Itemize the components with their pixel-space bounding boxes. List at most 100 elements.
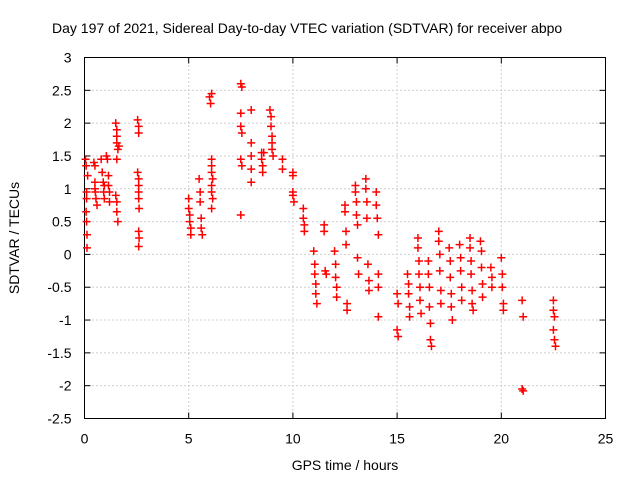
data-point xyxy=(267,122,276,131)
data-point xyxy=(456,266,465,275)
data-point xyxy=(435,250,444,259)
data-point xyxy=(83,230,92,239)
data-point xyxy=(404,279,413,288)
data-point xyxy=(310,270,319,279)
data-point xyxy=(436,299,445,308)
data-point xyxy=(486,263,495,272)
data-point xyxy=(289,197,298,206)
data-point xyxy=(104,181,113,190)
data-point xyxy=(236,122,245,131)
data-point xyxy=(267,112,276,121)
data-point xyxy=(134,242,143,251)
data-point xyxy=(498,270,507,279)
data-point xyxy=(312,299,321,308)
data-point xyxy=(133,115,142,124)
data-point xyxy=(207,89,216,98)
data-point xyxy=(247,178,256,187)
data-point xyxy=(467,256,476,265)
data-point xyxy=(448,316,457,325)
data-point xyxy=(265,106,274,115)
data-point xyxy=(268,145,277,154)
data-point xyxy=(299,214,308,223)
data-point xyxy=(300,227,309,236)
data-point xyxy=(468,286,477,295)
data-point xyxy=(446,256,455,265)
data-point xyxy=(374,312,383,321)
data-point xyxy=(103,155,112,164)
data-point xyxy=(405,312,414,321)
y-tick-label: 0 xyxy=(64,246,72,262)
data-point xyxy=(186,230,195,239)
data-point xyxy=(288,171,297,180)
data-point xyxy=(447,289,456,298)
y-tick-label: 2 xyxy=(64,115,72,131)
data-point xyxy=(549,306,558,315)
data-point xyxy=(184,194,193,203)
y-tick-label: 1.5 xyxy=(52,148,72,164)
data-point xyxy=(469,306,478,315)
data-point xyxy=(424,270,433,279)
data-point xyxy=(342,227,351,236)
data-point xyxy=(394,332,403,341)
data-point xyxy=(83,243,92,252)
data-point xyxy=(90,161,99,170)
data-point xyxy=(478,293,487,302)
data-point xyxy=(91,194,100,203)
data-point xyxy=(393,325,402,334)
data-point xyxy=(208,194,217,203)
data-point xyxy=(352,211,361,220)
data-point xyxy=(207,204,216,213)
data-point xyxy=(237,83,246,92)
plot-frame xyxy=(84,57,606,419)
data-point xyxy=(435,266,444,275)
data-point xyxy=(354,270,363,279)
data-point xyxy=(466,234,475,242)
data-point xyxy=(413,243,422,252)
data-point xyxy=(207,168,216,177)
data-point xyxy=(456,253,465,262)
data-point xyxy=(519,312,528,321)
data-point xyxy=(196,197,205,206)
data-point xyxy=(487,273,496,282)
x-axis-label: GPS time / hours xyxy=(292,457,399,473)
data-point xyxy=(258,168,267,177)
data-point xyxy=(236,109,245,118)
data-point xyxy=(331,260,340,269)
data-point xyxy=(90,184,99,193)
data-point xyxy=(236,211,245,220)
data-point xyxy=(112,155,121,164)
data-point xyxy=(468,299,477,308)
data-point xyxy=(207,188,216,197)
data-point xyxy=(393,289,402,298)
data-point xyxy=(111,119,120,128)
data-point xyxy=(198,230,207,239)
data-point xyxy=(196,188,205,197)
y-tick-label: -1 xyxy=(59,312,72,328)
data-point xyxy=(373,214,382,223)
data-point xyxy=(549,325,558,334)
data-point xyxy=(519,386,528,395)
y-tick-label: 3 xyxy=(64,50,72,66)
data-point xyxy=(100,194,109,203)
data-point xyxy=(362,197,371,206)
data-point xyxy=(247,138,256,147)
data-point xyxy=(363,260,372,269)
data-point xyxy=(111,191,120,200)
data-point xyxy=(417,309,426,318)
data-point xyxy=(467,270,476,279)
data-point xyxy=(434,237,443,246)
data-point xyxy=(457,283,466,292)
data-point xyxy=(549,296,558,305)
data-point xyxy=(434,227,443,236)
data-point xyxy=(352,197,361,206)
data-point xyxy=(288,191,297,200)
data-points xyxy=(81,79,560,395)
data-point xyxy=(247,165,256,174)
data-point xyxy=(278,155,287,164)
data-point xyxy=(82,217,91,226)
y-axis-label: SDTVAR / TECUs xyxy=(6,182,22,294)
data-point xyxy=(237,128,246,137)
data-point xyxy=(427,342,436,351)
data-point xyxy=(414,270,423,279)
